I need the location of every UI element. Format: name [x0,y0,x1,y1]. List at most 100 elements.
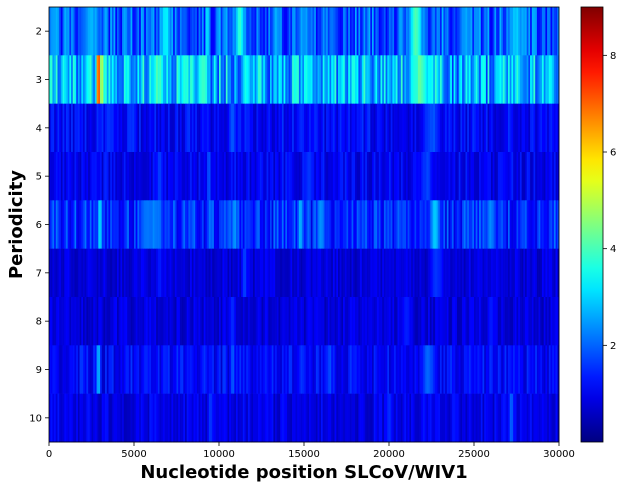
heatmap-cell [54,297,57,346]
heatmap-cell [207,297,210,346]
heatmap-cell [387,200,390,249]
heatmap-cell [72,393,75,443]
heatmap-cell [200,345,203,394]
heatmap-cell [71,55,74,104]
heatmap-cell [394,248,397,298]
heatmap-cell [319,248,322,298]
heatmap-cell [540,297,543,346]
heatmap-cell [331,7,334,56]
heatmap-cell [249,297,252,346]
heatmap-cell [145,297,148,346]
heatmap-cell [118,393,121,443]
heatmap-cell [426,297,429,346]
heatmap-cell [256,152,259,201]
heatmap-cell [397,393,400,443]
heatmap-cell [309,55,312,104]
heatmap-cell [538,200,541,249]
heatmap-cell [246,7,249,56]
heatmap-cell [241,152,244,201]
heatmap-cell [480,297,483,346]
heatmap-cell [135,393,138,443]
heatmap-cell [181,152,184,201]
heatmap-cell [54,152,57,201]
heatmap-cell [234,55,237,104]
heatmap-cell [300,55,303,104]
heatmap-cell [283,393,286,443]
heatmap-cell [275,55,278,104]
heatmap-cell [451,393,454,443]
heatmap-cell [273,393,276,443]
heatmap-cell [419,200,422,249]
heatmap-cell [552,345,555,394]
heatmap-cell [555,248,558,298]
heatmap-cell [348,7,351,56]
heatmap-cell [489,248,492,298]
heatmap-cell [268,103,271,153]
heatmap-cell [169,200,172,249]
heatmap-cell [298,7,301,56]
heatmap-cell [106,55,109,104]
heatmap-cell [83,7,86,56]
heatmap-cell [329,200,332,249]
heatmap-cell [363,103,366,153]
heatmap-cell [83,103,86,153]
heatmap-cell [69,297,72,346]
heatmap-cell [258,297,261,346]
heatmap-cell [547,200,550,249]
heatmap-cell [203,248,206,298]
heatmap-cell [205,345,208,394]
heatmap-cell [516,200,519,249]
heatmap-cell [305,152,308,201]
heatmap-cell [351,152,354,201]
heatmap-cell [348,152,351,201]
heatmap-cell [117,103,120,153]
heatmap-cell [285,55,288,104]
heatmap-cell [317,248,320,298]
heatmap-cell [273,200,276,249]
heatmap-cell [525,103,528,153]
heatmap-cell [506,297,509,346]
heatmap-cell [530,200,533,249]
heatmap-cell [416,55,419,104]
heatmap-cell [542,345,545,394]
heatmap-cell [106,248,109,298]
heatmap-cell [314,152,317,201]
heatmap-cell [271,248,274,298]
y-tick-label: 4 [36,123,42,134]
heatmap-cell [536,200,539,249]
heatmap-cell [62,103,65,153]
heatmap-cell [193,393,196,443]
heatmap-cell [377,7,380,56]
heatmap-cell [106,393,109,443]
heatmap-cell [404,248,407,298]
heatmap-cell [530,103,533,153]
heatmap-cell [480,345,483,394]
heatmap-cell [149,7,152,56]
heatmap-cell [312,103,315,153]
heatmap-cell [370,248,373,298]
heatmap-cell [457,393,460,443]
heatmap-cell [232,152,235,201]
heatmap-cell [533,345,536,394]
heatmap-cell [344,7,347,56]
heatmap-cell [266,200,269,249]
heatmap-cell [312,297,315,346]
heatmap-cell [349,297,352,346]
heatmap-cell [253,345,256,394]
heatmap-cell [353,297,356,346]
heatmap-cell [361,200,364,249]
heatmap-cell [424,55,427,104]
heatmap-cell [448,103,451,153]
heatmap-cell [436,200,439,249]
heatmap-cell [414,55,417,104]
heatmap-cell [108,393,111,443]
heatmap-cell [259,152,262,201]
heatmap-cell [287,393,290,443]
heatmap-cell [373,55,376,104]
heatmap-cell [417,393,420,443]
heatmap-cell [341,152,344,201]
heatmap-cell [132,152,135,201]
heatmap-cell [389,297,392,346]
heatmap-cell [122,7,125,56]
heatmap-cell [372,200,375,249]
